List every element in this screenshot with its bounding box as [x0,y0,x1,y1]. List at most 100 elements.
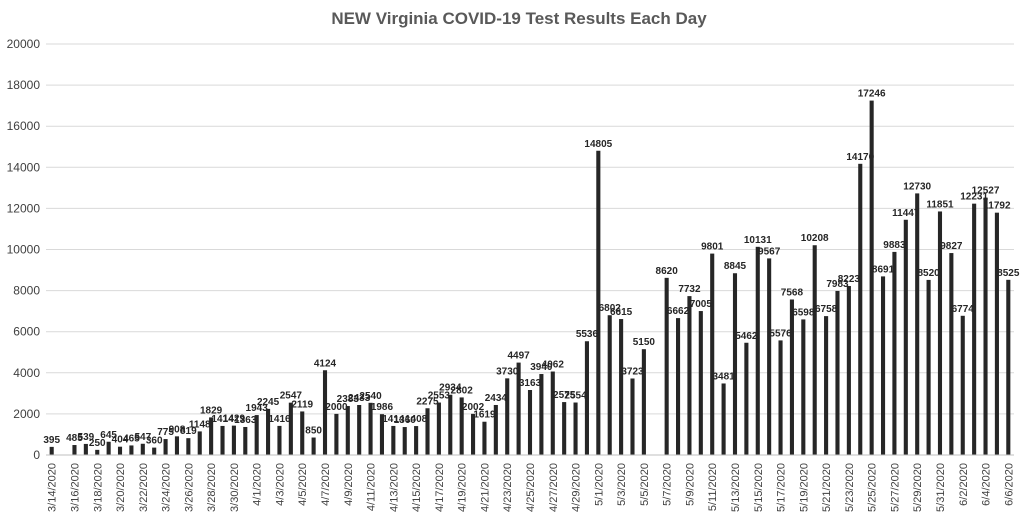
data-label: 11447 [892,208,920,219]
bar [892,251,897,455]
bar [243,426,248,455]
bar [117,446,123,455]
data-label: 547 [134,432,151,443]
data-label: 850 [305,426,322,437]
data-label: 11792 [983,201,1011,212]
bar [72,445,77,455]
bar [562,402,567,455]
data-label: 2434 [485,393,508,404]
x-tick-label: 4/21/2020 [479,463,491,512]
bar [539,374,544,455]
data-label: 360 [146,436,163,447]
data-label: 3163 [519,378,542,389]
y-tick-label: 8000 [13,284,40,298]
data-label: 7732 [678,284,701,295]
bar [550,371,555,455]
y-tick-label: 18000 [7,78,41,92]
data-label: 11851 [926,199,954,210]
bar [573,402,578,455]
bars [49,100,1011,455]
bar [174,436,180,455]
bar [926,279,931,455]
x-tick-label: 3/14/2020 [47,463,59,512]
bar [755,246,760,455]
data-label: 9567 [758,246,781,257]
data-label: 8620 [656,266,679,277]
x-tick-label: 4/27/2020 [548,463,560,512]
x-tick-label: 4/15/2020 [411,463,423,512]
bar [744,342,749,455]
bar [983,197,988,455]
x-tick-label: 5/11/2020 [707,463,719,511]
bar [186,438,191,455]
bar [322,370,328,455]
data-label: 1943 [246,403,269,414]
data-label: 2934 [439,383,462,394]
y-tick-label: 0 [33,448,40,462]
x-tick-label: 5/3/2020 [616,463,628,506]
data-label: 2540 [359,391,382,402]
data-label: 1414 [211,414,234,425]
data-label: 2554 [564,391,587,402]
bar [300,411,305,455]
bar [129,445,134,455]
data-label: 1408 [405,414,428,425]
y-tick-label: 6000 [13,325,40,339]
y-tick-label: 16000 [7,119,41,133]
data-label: 9883 [883,240,906,251]
data-label: 3940 [530,362,553,373]
bar [83,443,88,455]
y-tick-label: 10000 [7,243,41,257]
bar [858,163,863,455]
data-label: 2547 [280,391,303,402]
bar [915,193,920,455]
bar [880,276,886,455]
bar [209,417,214,455]
data-label: 2553 [428,391,451,402]
x-tick-label: 4/23/2020 [502,463,514,512]
data-label: 2383 [337,394,360,405]
bar [1006,279,1011,455]
bar [698,311,703,455]
data-label: 12527 [972,186,1000,197]
x-axis-ticks: 3/14/2020 3/16/2020 3/18/2020 3/20/2020 3/22… [47,463,1016,512]
data-label: 8845 [724,261,747,272]
bar [288,402,293,455]
data-label: 775 [157,427,174,438]
x-tick-label: 5/13/2020 [730,463,742,512]
data-label: 14170 [846,152,874,163]
y-tick-label: 4000 [13,366,40,380]
data-label: 819 [180,426,197,437]
bar [345,406,350,455]
bar [641,349,646,455]
x-tick-label: 5/31/2020 [935,463,947,512]
x-tick-label: 3/28/2020 [206,463,218,512]
y-tick-label: 2000 [13,407,40,421]
bar [949,253,954,455]
data-label: 10131 [744,235,772,246]
y-tick-label: 20000 [7,37,41,51]
bar [197,431,202,455]
x-tick-label: 5/5/2020 [639,463,651,506]
data-label: 404 [112,435,129,446]
x-tick-label: 4/9/2020 [343,463,355,506]
data-label: 3730 [496,366,519,377]
bar [960,315,965,455]
x-tick-label: 5/29/2020 [912,463,924,512]
data-label: 2433 [348,393,371,404]
data-label: 5576 [769,328,792,339]
data-label: 3723 [621,366,644,377]
bar [95,449,100,455]
bar [516,362,521,455]
data-label: 9827 [940,241,963,252]
data-label: 465 [123,433,140,444]
data-label: 8525 [997,268,1020,279]
bar [676,318,681,455]
bar [584,341,589,455]
bar [311,437,316,455]
bar [482,421,487,455]
data-label: 6758 [815,304,838,315]
data-label: 6774 [952,304,975,315]
data-label: 908 [169,424,186,435]
bar [687,296,692,455]
